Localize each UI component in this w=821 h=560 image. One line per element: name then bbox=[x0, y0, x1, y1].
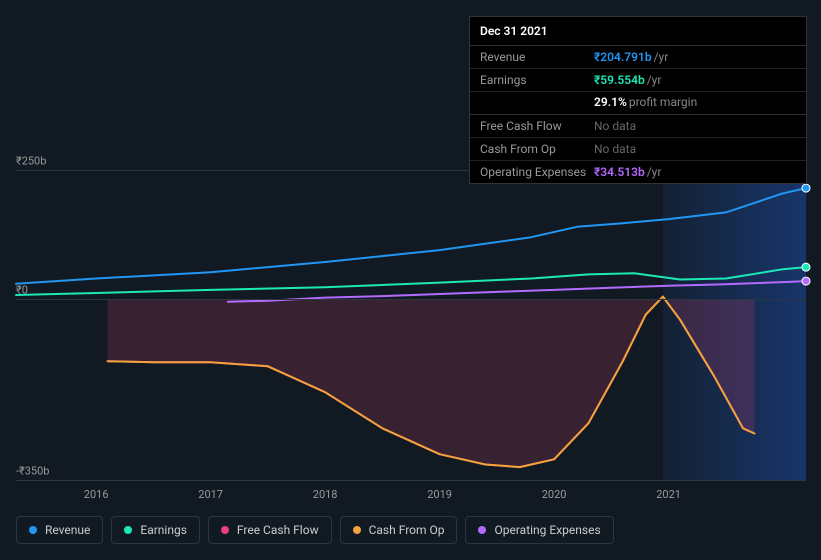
x-axis-label: 2021 bbox=[656, 488, 681, 501]
legend-item-earnings[interactable]: Earnings bbox=[111, 516, 200, 544]
chart-legend: Revenue Earnings Free Cash Flow Cash From O… bbox=[16, 516, 614, 544]
tooltip-row: Earnings₹59.554b/yr bbox=[470, 69, 806, 92]
legend-item-free-cash-flow[interactable]: Free Cash Flow bbox=[208, 516, 332, 544]
x-axis-label: 2018 bbox=[313, 488, 338, 501]
tooltip-body: Revenue₹204.791b/yrEarnings₹59.554b/yr29… bbox=[470, 46, 806, 183]
tooltip-label: Revenue bbox=[480, 50, 594, 64]
series-end-dot bbox=[802, 263, 810, 271]
y-axis-label: ₹250b bbox=[16, 155, 46, 168]
x-axis-label: 2017 bbox=[198, 488, 223, 501]
tooltip-value: No data bbox=[594, 142, 796, 156]
legend-label: Earnings bbox=[140, 523, 187, 537]
tooltip-label: Free Cash Flow bbox=[480, 119, 594, 133]
tooltip-label: Earnings bbox=[480, 73, 594, 87]
legend-dot bbox=[478, 526, 486, 534]
tooltip-row: Operating Expenses₹34.513b/yr bbox=[470, 161, 806, 183]
gridline bbox=[16, 480, 806, 481]
tooltip-label: Cash From Op bbox=[480, 142, 594, 156]
tooltip-row: Revenue₹204.791b/yr bbox=[470, 46, 806, 69]
legend-label: Revenue bbox=[45, 523, 90, 537]
tooltip-subrow: 29.1%profit margin bbox=[470, 92, 806, 115]
legend-label: Free Cash Flow bbox=[237, 523, 319, 537]
x-axis-label: 2019 bbox=[427, 488, 452, 501]
financial-chart: ₹250b₹0-₹350b201620172018201920202021 bbox=[16, 170, 806, 480]
legend-dot bbox=[353, 526, 361, 534]
legend-item-operating-expenses[interactable]: Operating Expenses bbox=[465, 516, 613, 544]
legend-dot bbox=[124, 526, 132, 534]
chart-plot bbox=[16, 170, 806, 480]
legend-label: Cash From Op bbox=[369, 523, 445, 537]
legend-dot bbox=[221, 526, 229, 534]
legend-item-cash-from-op[interactable]: Cash From Op bbox=[340, 516, 458, 544]
series-line-revenue bbox=[16, 188, 806, 284]
series-end-dot bbox=[802, 277, 810, 285]
legend-label: Operating Expenses bbox=[494, 523, 600, 537]
series-end-dot bbox=[802, 184, 810, 192]
tooltip-value: ₹204.791b/yr bbox=[594, 50, 796, 64]
x-axis-label: 2016 bbox=[84, 488, 109, 501]
y-axis-label: -₹350b bbox=[16, 465, 49, 478]
legend-dot bbox=[29, 526, 37, 534]
x-axis-label: 2020 bbox=[542, 488, 567, 501]
chart-tooltip: Dec 31 2021 Revenue₹204.791b/yrEarnings₹… bbox=[469, 16, 807, 184]
legend-item-revenue[interactable]: Revenue bbox=[16, 516, 103, 544]
series-area-free-cash-flow bbox=[108, 297, 755, 468]
tooltip-date: Dec 31 2021 bbox=[470, 17, 806, 46]
tooltip-value: ₹59.554b/yr bbox=[594, 73, 796, 87]
gridline bbox=[16, 299, 806, 300]
tooltip-value: No data bbox=[594, 119, 796, 133]
y-axis-label: ₹0 bbox=[16, 284, 28, 297]
tooltip-label: Operating Expenses bbox=[480, 165, 594, 179]
tooltip-row: Cash From OpNo data bbox=[470, 138, 806, 161]
series-line-earnings bbox=[16, 267, 806, 295]
tooltip-value: ₹34.513b/yr bbox=[594, 165, 796, 179]
tooltip-row: Free Cash FlowNo data bbox=[470, 115, 806, 138]
